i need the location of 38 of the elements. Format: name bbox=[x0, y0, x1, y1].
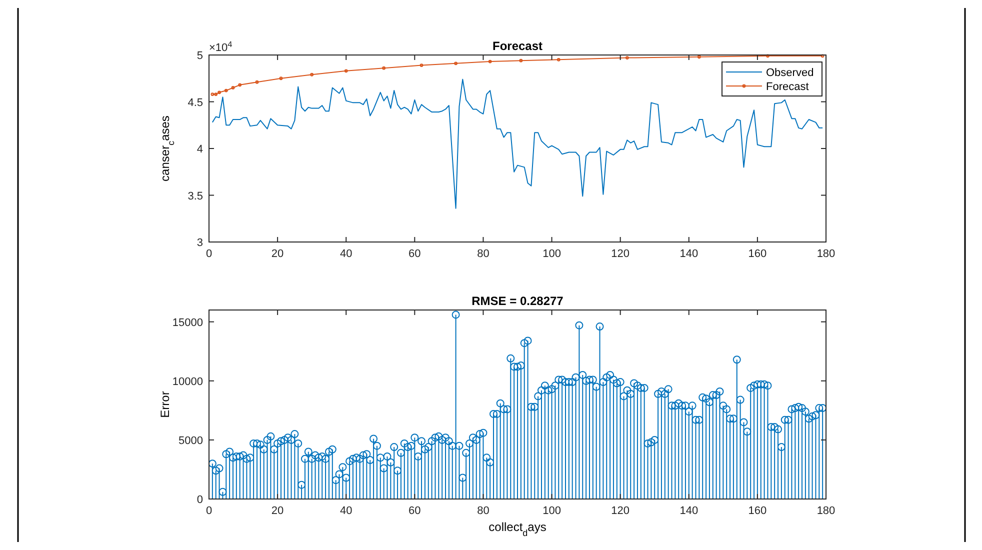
text: ×10$^{4}$ bbox=[209, 40, 233, 54]
y-tick-label: 3.5 bbox=[188, 190, 203, 202]
x-tick-label: 0 bbox=[206, 505, 212, 517]
y-tick-label: 0 bbox=[196, 494, 203, 506]
y-tick-label: 5 bbox=[196, 50, 203, 62]
line-series bbox=[210, 54, 824, 96]
x-tick-label: 180 bbox=[816, 505, 836, 517]
chart-title: Forecast bbox=[492, 39, 543, 53]
x-tick-label: 40 bbox=[340, 248, 352, 260]
x-tick-label: 120 bbox=[611, 248, 630, 260]
y-tick-label: 4.5 bbox=[188, 96, 203, 109]
legend-label: Observed bbox=[766, 67, 814, 79]
y-tick-label: 3 bbox=[196, 237, 203, 249]
x-axis-title: collect$_{d}$ays bbox=[488, 520, 546, 538]
y-tick-label: 4 bbox=[196, 144, 203, 156]
y-tick-label: 10000 bbox=[172, 376, 203, 388]
x-tick-label: 40 bbox=[340, 505, 352, 517]
chart-title: RMSE = 0.28277 bbox=[472, 294, 564, 308]
x-tick-label: 120 bbox=[611, 505, 630, 517]
legend-label: Forecast bbox=[766, 81, 809, 93]
x-tick-label: 80 bbox=[477, 505, 490, 517]
y-tick-label: 15000 bbox=[172, 316, 203, 329]
x-tick-label: 140 bbox=[680, 505, 698, 517]
x-tick-label: 20 bbox=[271, 505, 284, 517]
y-axis-title: Error bbox=[158, 391, 172, 418]
x-tick-label: 60 bbox=[408, 248, 421, 260]
x-tick-label: 0 bbox=[206, 248, 212, 260]
x-tick-label: 100 bbox=[542, 248, 561, 260]
x-tick-label: 60 bbox=[408, 505, 421, 517]
x-tick-label: 180 bbox=[816, 248, 836, 260]
x-tick-label: 160 bbox=[748, 248, 767, 260]
x-tick-label: 80 bbox=[477, 248, 490, 260]
x-tick-label: 160 bbox=[748, 505, 767, 517]
line-series bbox=[212, 78, 824, 209]
x-tick-label: 140 bbox=[680, 248, 698, 260]
y-tick-label: 5000 bbox=[178, 434, 203, 447]
x-tick-label: 20 bbox=[271, 248, 284, 260]
x-tick-label: 100 bbox=[542, 505, 561, 517]
